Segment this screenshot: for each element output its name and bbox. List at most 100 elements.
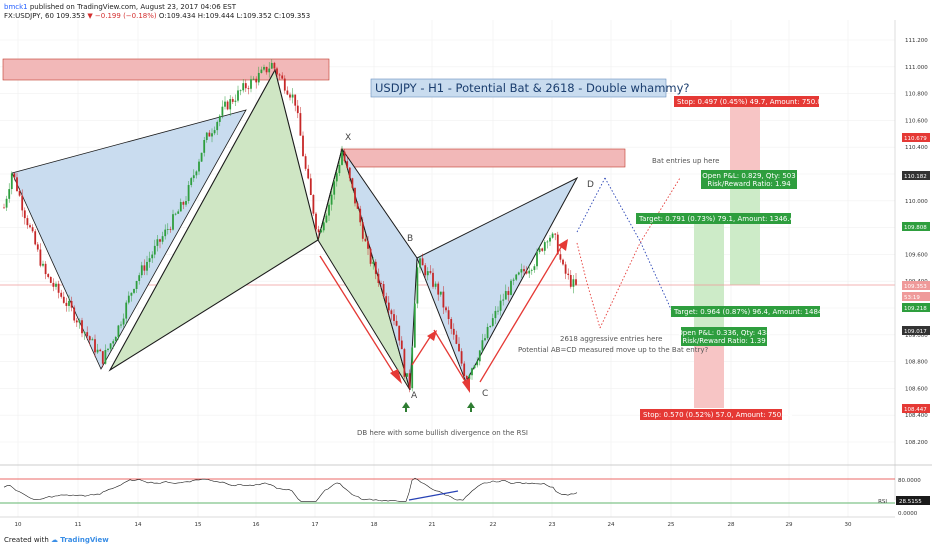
time-axis-label: 11 [75, 522, 82, 528]
candle-body [263, 66, 265, 70]
price-candles [3, 59, 577, 393]
candle-body [122, 318, 125, 325]
candle-body [333, 181, 336, 195]
pattern-green-left [108, 68, 319, 372]
xa-leg-start [317, 148, 343, 241]
candle-body [351, 178, 354, 188]
time-axis[interactable]: 10 11 14 15 16 17 18 21 22 23 24 25 28 29 30 [15, 522, 852, 528]
candle-body [257, 72, 260, 83]
stop-top-box[interactable]: Stop: 0.497 (0.45%) 49.7, Amount: 750.01 [674, 96, 826, 107]
candle-body [328, 204, 330, 216]
candle-body [273, 62, 276, 69]
candle-body [182, 202, 185, 205]
candle-body [468, 375, 471, 380]
candle-body [107, 348, 109, 351]
candle-body [330, 194, 333, 205]
candle-body [374, 261, 377, 274]
candle-body [294, 94, 297, 106]
tradingview-brand[interactable]: TradingView [60, 536, 109, 544]
candle-body [546, 241, 549, 243]
candle-body [421, 258, 424, 266]
price-axis-label: 111.000 [905, 65, 928, 71]
candle-body [133, 288, 135, 293]
time-axis-label: 30 [845, 522, 852, 528]
rsi-divergence-line [408, 490, 459, 501]
stop-bottom-box[interactable]: Stop: 0.570 (0.52%) 57.0, Amount: 750.34 [640, 409, 793, 420]
candle-body [218, 115, 221, 122]
price-tag [902, 171, 930, 180]
candle-body [369, 248, 372, 264]
candle-body [320, 230, 323, 233]
candle-body [31, 227, 34, 232]
pattern-blue-left [11, 109, 247, 370]
candle-body [34, 231, 37, 245]
candle-body [276, 68, 278, 75]
candle-body [23, 210, 26, 219]
candle-body [127, 295, 130, 303]
time-axis-label: 23 [549, 522, 556, 528]
candle-body [471, 368, 473, 376]
candle-body [255, 78, 258, 83]
price-axis-label: 108.600 [905, 386, 928, 392]
candle-body [556, 234, 559, 255]
pnl-top-box[interactable]: Open P&L: 0.829, Qty: 503 Risk/Reward Ra… [701, 170, 797, 189]
pnl-top-text-2: Risk/Reward Ratio: 1.94 [707, 180, 791, 188]
target-zone-top [730, 179, 760, 285]
price-axis[interactable]: 111.200111.000110.800110.600110.400110.2… [905, 38, 928, 446]
price-axis-label: 110.400 [905, 145, 928, 151]
candle-body [18, 191, 21, 196]
candle-body [135, 280, 138, 289]
candle-body [426, 271, 429, 276]
candle-body [164, 229, 167, 237]
price-axis-label: 111.200 [905, 38, 928, 44]
annotation-abcd: Potential AB=CD measured move up to the … [518, 346, 708, 354]
candle-body [169, 229, 172, 230]
annotation-db: DB here with some bullish divergence on … [357, 429, 528, 437]
candle-body [504, 291, 507, 300]
author-link[interactable]: bmck1 [4, 3, 28, 11]
candle-body [229, 99, 232, 110]
price-tag [902, 303, 930, 312]
candle-body [208, 132, 211, 137]
candle-body [543, 242, 546, 251]
candle-body [447, 310, 450, 320]
time-axis-label: 16 [253, 522, 260, 528]
time-axis-label: 15 [195, 522, 202, 528]
price-tag [902, 404, 930, 413]
pnl-bottom-text-2: Risk/Reward Ratio: 1.39 [682, 337, 765, 345]
candle-body [395, 320, 398, 326]
candle-body [156, 239, 159, 246]
candle-body [299, 113, 302, 136]
price-tag-text: 109.353 [904, 284, 927, 290]
candle-body [237, 90, 239, 101]
annotation-bat-entries: Bat entries up here [652, 157, 719, 165]
candle-body [13, 173, 16, 178]
candle-body [523, 269, 525, 272]
candle-body [172, 214, 174, 230]
candle-body [75, 320, 78, 323]
pnl-bottom-box[interactable]: Open P&L: 0.336, Qty: 438 Risk/Reward Ra… [677, 327, 771, 346]
candle-body [359, 208, 362, 223]
candle-body [112, 341, 115, 344]
projection-red-down [576, 242, 601, 329]
time-axis-label: 21 [429, 522, 436, 528]
time-axis-label: 25 [668, 522, 675, 528]
candle-body [166, 229, 169, 230]
candle-body [390, 310, 393, 315]
point-label-c: C [482, 389, 488, 399]
price-axis-label: 109.600 [905, 252, 928, 258]
price-axis-label: 109.000 [905, 333, 928, 339]
target-top-box[interactable]: Target: 0.791 (0.73%) 79.1, Amount: 1346… [636, 213, 799, 224]
candle-body [99, 349, 102, 352]
candle-body [120, 324, 122, 326]
bullish-arrow-c [467, 402, 475, 412]
candle-body [65, 302, 68, 306]
target-bottom-box[interactable]: Target: 0.964 (0.87%) 96.4, Amount: 1484… [671, 306, 834, 317]
candle-body [213, 130, 216, 134]
last-price: 109.353 [56, 12, 86, 20]
price-axis-label: 108.800 [905, 360, 928, 366]
candle-body [432, 272, 434, 287]
supply-zone-x [340, 148, 626, 168]
candle-body [96, 349, 99, 353]
